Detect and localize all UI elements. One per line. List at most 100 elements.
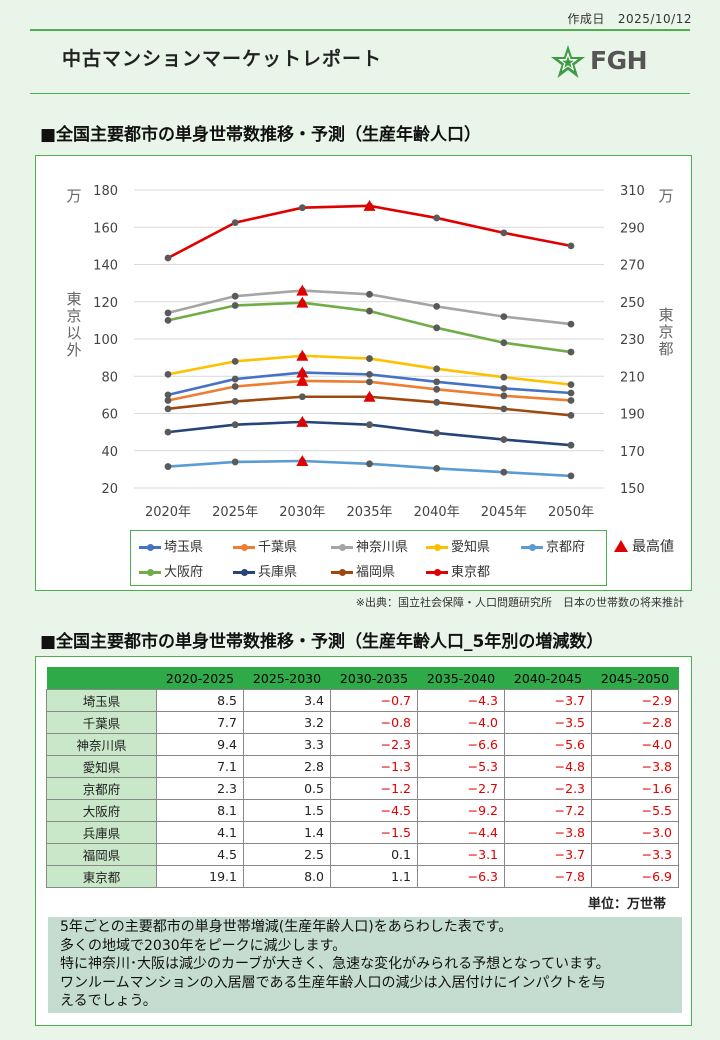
table-cell: −4.5 xyxy=(330,799,418,822)
table-cell: −5.6 xyxy=(504,733,592,756)
row-label: 兵庫県 xyxy=(46,821,157,844)
legend-peak: 最高値 xyxy=(614,536,674,556)
column-header: 2035-2040 xyxy=(417,667,505,690)
right-tick-label: 270 xyxy=(620,259,645,274)
creation-date: 作成日 2025/10/12 xyxy=(567,10,692,27)
table-cell: −4.4 xyxy=(417,821,505,844)
data-point xyxy=(433,398,441,406)
summary-note: 5年ごとの主要都市の単身世帯増減(生産年齢人口)をあらわした表です。 多くの地域で… xyxy=(48,917,682,1013)
data-point xyxy=(231,397,239,405)
data-point xyxy=(231,375,239,383)
peak-marker xyxy=(296,374,309,386)
legend-item: 千葉県 xyxy=(233,536,297,555)
data-point xyxy=(164,370,172,378)
data-point xyxy=(433,303,441,310)
report-title: 中古マンションマーケットレポート xyxy=(62,48,383,70)
peak-layer xyxy=(296,199,376,466)
left-tick-label: 60 xyxy=(101,408,118,423)
table-cell: −6.9 xyxy=(591,865,679,888)
row-label: 大阪府 xyxy=(46,799,157,822)
data-point xyxy=(164,254,172,262)
note-line: 特に神奈川･大阪は減少のカーブが大きく、急速な変化がみられる予想となっています。 xyxy=(60,956,610,972)
data-point xyxy=(231,357,239,365)
legend-label: 愛知県 xyxy=(451,540,491,555)
data-point xyxy=(231,292,239,300)
table-cell: −3.1 xyxy=(417,843,505,866)
legend-swatch xyxy=(139,569,161,576)
legend-item: 愛知県 xyxy=(426,536,490,555)
data-point xyxy=(567,397,575,404)
column-header: 2040-2045 xyxy=(504,667,592,690)
left-tick-label: 80 xyxy=(101,370,118,385)
table-cell: −3.7 xyxy=(504,689,592,712)
note-line: ワンルームマンションの入居層である生産年齢人口の減少は入居付けにインパクトを与 xyxy=(60,974,606,991)
right-axis-label: 東京都 xyxy=(658,306,673,358)
table-cell: −1.3 xyxy=(330,755,418,778)
table-row: 大阪府 8.1 1.5 −4.5 −9.2 −7.2 −5.5 xyxy=(46,799,679,822)
legend-peak-label: 最高値 xyxy=(632,539,674,555)
table-cell: 0.5 xyxy=(243,777,331,800)
table-cell: −2.9 xyxy=(591,689,679,712)
table-cell: −5.5 xyxy=(591,799,679,822)
table-cell: 2.3 xyxy=(156,777,244,800)
legend-label: 大阪府 xyxy=(164,565,204,580)
data-point xyxy=(433,324,441,332)
peak-marker xyxy=(296,296,309,308)
table-header-row: 2020-2025 2025-2030 2030-2035 2035-2040 2040… xyxy=(46,667,679,690)
table-cell: −4.3 xyxy=(417,689,505,712)
change-table: 2020-2025 2025-2030 2030-2035 2035-2040 2040… xyxy=(46,667,679,888)
table-cell: 3.2 xyxy=(243,711,331,734)
data-point xyxy=(231,302,239,309)
table-cell: 2.8 xyxy=(243,755,331,778)
data-point xyxy=(433,365,441,373)
legend-label: 神奈川県 xyxy=(356,540,409,555)
table-row: 千葉県 7.7 3.2 −0.8 −4.0 −3.5 −2.8 xyxy=(46,711,679,734)
data-point xyxy=(433,378,441,386)
data-point xyxy=(433,214,441,222)
table-cell: 19.1 xyxy=(156,865,244,888)
legend-item: 大阪府 xyxy=(139,561,203,580)
data-point xyxy=(164,397,172,404)
legend-swatch xyxy=(331,569,353,576)
data-point xyxy=(500,436,508,443)
table-cell: −2.3 xyxy=(504,777,592,800)
table-cell: −3.7 xyxy=(504,843,592,866)
column-header: 2045-2050 xyxy=(591,667,679,690)
row-label: 福岡県 xyxy=(46,843,157,866)
left-tick-label: 180 xyxy=(93,184,118,199)
table-cell: −3.5 xyxy=(504,711,592,734)
data-point xyxy=(164,463,172,470)
table-cell: −4.8 xyxy=(504,755,592,778)
data-point xyxy=(567,411,575,419)
x-tick-label: 2050年 xyxy=(548,505,594,520)
right-tick-label: 250 xyxy=(620,296,645,311)
right-tick-label: 230 xyxy=(620,333,645,348)
data-point xyxy=(164,391,172,399)
legend-item: 京都府 xyxy=(521,536,585,555)
source-note: ※出典：国立社会保障・人口問題研究所 日本の世帯数の将来推計 xyxy=(355,596,684,609)
x-tick-label: 2035年 xyxy=(346,505,392,520)
line-chart: 20 40 60 80 100 120 140 160 180 150 170 190 210 230 25… xyxy=(66,184,673,520)
star-emblem-icon xyxy=(551,45,585,78)
table-cell: −3.0 xyxy=(591,821,679,844)
table-cell: 9.4 xyxy=(156,733,244,756)
data-point xyxy=(366,355,373,362)
data-point xyxy=(500,313,508,321)
legend-swatch xyxy=(426,569,448,576)
table-cell: −4.0 xyxy=(591,733,679,756)
data-point xyxy=(164,405,172,413)
table-corner-cell xyxy=(46,667,157,690)
table-cell: 8.5 xyxy=(156,689,244,712)
date-label: 作成日 xyxy=(567,12,605,26)
table-cell: −3.3 xyxy=(591,843,679,866)
brand-logo: FGH xyxy=(550,42,650,82)
legend-label: 福岡県 xyxy=(356,565,396,580)
data-point xyxy=(433,465,441,472)
data-point xyxy=(567,320,575,328)
left-axis-label: 東京以外 xyxy=(66,290,81,359)
left-tick-label: 120 xyxy=(93,296,118,311)
legend-swatch xyxy=(331,544,353,551)
data-point xyxy=(231,219,239,226)
peak-marker xyxy=(296,415,309,427)
data-point xyxy=(298,393,306,401)
